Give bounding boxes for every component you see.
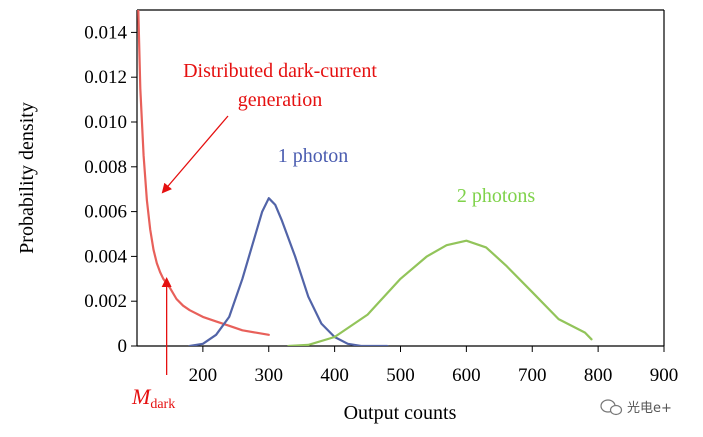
y-tick-label: 0.010 bbox=[84, 112, 127, 133]
axes bbox=[136, 9, 665, 347]
y-axis-title: Probability density bbox=[16, 102, 38, 254]
one-photon-series-line bbox=[188, 197, 389, 346]
mdark-subscript: dark bbox=[150, 397, 175, 412]
y-tick-label: 0.004 bbox=[84, 246, 127, 267]
x-ticks: 200 300 400 500 600 700 800 900 bbox=[189, 346, 679, 386]
y-ticks: 0 0.002 0.004 0.006 0.008 0.010 0.012 0.014 bbox=[84, 22, 137, 357]
dark-current-arrow bbox=[161, 115, 229, 194]
dark-current-label-line2: generation bbox=[238, 89, 322, 111]
mdark-main: M bbox=[131, 384, 152, 409]
x-tick-label: 600 bbox=[452, 365, 481, 386]
two-photons-label: 2 photons bbox=[457, 185, 536, 207]
x-axis-title: Output counts bbox=[344, 402, 457, 424]
y-tick-label: 0.002 bbox=[84, 291, 127, 312]
dark-current-series-line bbox=[137, 10, 270, 336]
dark-current-label-line1: Distributed dark-current bbox=[183, 60, 377, 82]
x-tick-label: 200 bbox=[189, 365, 218, 386]
x-tick-label: 700 bbox=[518, 365, 547, 386]
x-tick-label: 800 bbox=[584, 365, 613, 386]
series-lines bbox=[137, 10, 593, 346]
two-photons-series-line bbox=[287, 239, 593, 346]
y-tick-label: 0.006 bbox=[84, 202, 127, 223]
watermark: 光电e+ bbox=[600, 399, 672, 416]
y-tick-label: 0.014 bbox=[84, 22, 127, 43]
x-tick-label: 500 bbox=[386, 365, 415, 386]
one-photon-label: 1 photon bbox=[278, 145, 349, 167]
x-tick-label: 900 bbox=[650, 365, 679, 386]
y-tick-label: 0.012 bbox=[84, 67, 127, 88]
y-tick-label: 0 bbox=[118, 336, 128, 357]
x-tick-label: 300 bbox=[255, 365, 284, 386]
mdark-label: Mdark bbox=[131, 384, 175, 412]
watermark-text: 光电e+ bbox=[627, 401, 672, 416]
y-tick-label: 0.008 bbox=[84, 157, 127, 178]
x-tick-label: 400 bbox=[320, 365, 349, 386]
wechat-icon bbox=[600, 399, 623, 416]
